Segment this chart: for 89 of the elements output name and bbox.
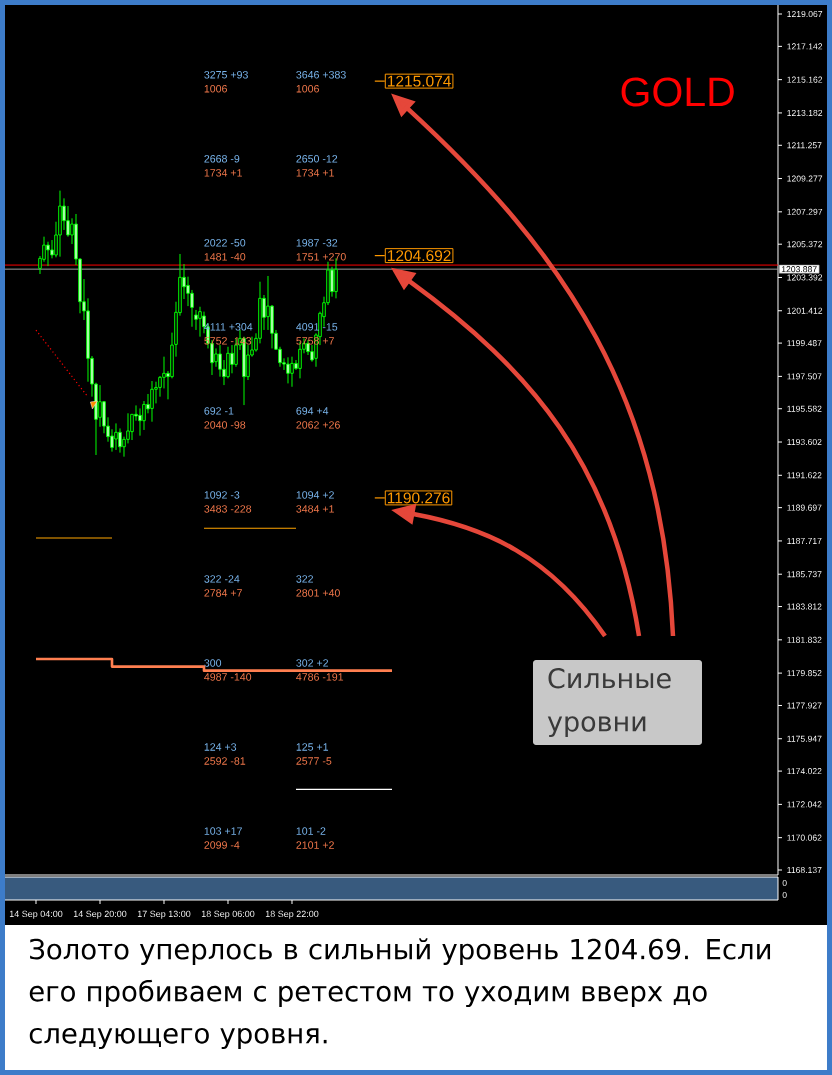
y-tick-label: 1191.622 [787,472,822,479]
y-tick-label: 1174.022 [787,768,822,775]
annotation: 1481 -40 [204,253,246,261]
y-tick-label: 1197.507 [787,373,822,380]
annotation: 4987 -140 [204,673,252,681]
y-tick-label: 1187.717 [787,537,822,544]
x-tick-label: 18 Sep 06:00 [201,910,255,919]
annotation: 2801 +40 [296,589,340,597]
annotation: 3483 -228 [204,505,252,513]
y-tick-label: 1215.162 [787,76,823,83]
y-tick-label: 1189.697 [787,504,822,511]
ref-line-label: 1203.887 [781,266,817,273]
y-tick-label: 1211.257 [787,142,822,149]
annotation: 322 -24 [204,575,240,583]
candlestick [98,384,102,428]
annotation: 1734 +1 [296,169,334,177]
annotation: 1094 +2 [296,491,334,499]
annotation: 125 +1 [296,743,329,751]
ref-line-label: 1215.074 [387,75,451,87]
annotation: 692 -1 [204,407,234,415]
annotation: 1006 [296,85,319,93]
y-tick-label: 1219.067 [787,10,823,18]
y-tick-label: 1217.142 [787,43,823,50]
annotation: 300 [204,659,222,667]
text: 0 [782,891,787,899]
annotation: 2577 -5 [296,757,332,765]
candlestick [118,427,122,454]
y-tick-label: 1203.392 [787,274,823,281]
annotation: 1987 -32 [296,239,338,247]
annotation: 694 +4 [296,407,329,415]
y-tick-label: 1199.487 [787,340,822,347]
candlestick [138,407,142,437]
annotation: 302 +2 [296,659,329,667]
y-tick-label: 1209.277 [787,175,823,182]
x-tick-label: 14 Sep 20:00 [73,910,127,919]
annotation: 2040 -98 [204,421,246,429]
ref-line-label: 1204.692 [387,250,451,262]
y-tick-label: 1205.372 [787,241,823,248]
annotation: 1734 +1 [204,169,242,177]
y-tick-label: 1201.412 [787,307,823,314]
y-tick-label: 1175.947 [787,735,822,742]
annotation: 1006 [204,85,227,93]
x-tick-label: 18 Sep 22:00 [265,910,319,919]
text: 0 [782,879,787,887]
candlestick [286,356,290,384]
annotation: 1751 +270 [296,253,346,261]
annotation: 2062 +26 [296,421,340,429]
candlestick [114,422,118,451]
annotation: 3275 +93 [204,71,248,79]
y-tick-label: 1195.582 [787,405,822,412]
annotation: 2650 -12 [296,155,338,163]
y-tick-label: 1172.042 [787,801,822,808]
annotation: 3484 +1 [296,505,334,513]
annotation: 322 [296,575,313,583]
y-tick-label: 1181.832 [787,636,822,643]
annotation: 2592 -81 [204,757,246,765]
y-tick-label: 1179.852 [787,670,822,677]
candlestick [198,306,202,338]
y-tick-label: 1207.297 [787,208,823,215]
candlestick [214,347,218,368]
candlestick [150,380,154,423]
y-tick-label: 1193.602 [787,438,822,446]
candlestick [230,344,234,374]
y-tick-label: 1170.062 [787,834,822,841]
x-tick-label: 17 Sep 13:00 [137,910,191,919]
y-tick-label: 1213.182 [787,109,823,116]
annotation: 2668 -9 [204,155,240,163]
annotation: Сильные уровни [547,668,671,737]
annotation: 124 +3 [204,743,237,751]
ref-line-label: 1190.276 [387,492,450,504]
y-tick-label: 1185.737 [787,571,822,578]
annotation: 2784 +7 [204,589,242,597]
annotation: 3646 +383 [296,71,346,79]
x-tick-label: 14 Sep 04:00 [9,910,63,919]
annotation: 1092 -3 [204,491,240,499]
text: GOLD [621,77,734,107]
annotation: 4786 -191 [296,673,344,681]
annotation: 2101 +2 [296,841,334,849]
candlestick [290,356,294,388]
annotation: 103 +17 [204,827,242,835]
y-tick-label: 1168.137 [787,866,822,874]
y-tick-label: 1177.927 [787,702,822,709]
text: Золото уперлось в сильный уровень 1204.69. Если его пробиваем с ретестом то уходим вверх до следующего уровня. [29,938,771,1050]
annotation: 101 -2 [296,827,326,835]
candlestick [46,241,50,267]
y-tick-label: 1183.812 [787,603,822,610]
candlestick [266,275,270,331]
annotation: 2022 -50 [204,239,246,247]
annotation: 2099 -4 [204,841,240,849]
